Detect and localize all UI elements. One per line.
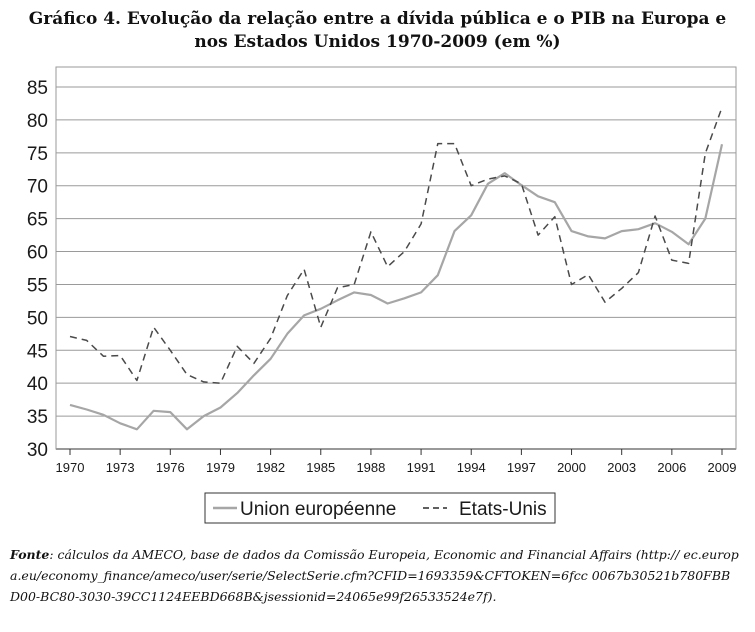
- x-tick-label: 1970: [56, 460, 85, 475]
- grid-lines: [56, 86, 736, 450]
- y-tick-label: 75: [27, 144, 48, 165]
- x-tick-label: 1988: [356, 460, 385, 475]
- x-tick-label: 1976: [156, 460, 185, 475]
- source-note: Fonte: cálculos da AMECO, base de dados …: [10, 544, 740, 607]
- line-chart: 30 35 40 45 50 55 60 65 70 75 80 85 1970 1973 1976 1979…: [27, 66, 737, 524]
- y-tick-label: 30: [27, 440, 48, 461]
- x-tick-label: 1997: [507, 460, 536, 475]
- y-tick-label: 45: [27, 341, 48, 362]
- x-tick-label: 2003: [607, 460, 636, 475]
- y-tick-label: 70: [27, 177, 48, 198]
- y-tick-label: 55: [27, 275, 48, 296]
- x-tick-label: 1985: [306, 460, 335, 475]
- series-lines: [69, 107, 724, 431]
- series-line-union-europeenne: [69, 144, 724, 431]
- chart-title-line-2: nos Estados Unidos 1970-2009 (em %): [194, 32, 561, 52]
- x-tick-label: 1982: [256, 460, 285, 475]
- x-tick-label: 1991: [407, 460, 436, 475]
- source-text: : cálculos da AMECO, base de dados da Co…: [10, 547, 739, 604]
- y-tick-label: 60: [27, 243, 48, 264]
- y-tick-label: 85: [27, 78, 48, 99]
- x-tick-label: 2009: [708, 460, 737, 475]
- x-tick-label: 1979: [206, 460, 235, 475]
- series-line-etats-unis: [69, 107, 723, 384]
- x-tick-label: 1973: [106, 460, 135, 475]
- source-label: Fonte: [10, 547, 50, 562]
- chart-title-line-1: Gráfico 4. Evolução da relação entre a d…: [28, 9, 727, 29]
- plot-frame: [55, 66, 737, 450]
- y-tick-label: 35: [27, 407, 48, 428]
- legend-label: Union européenne: [240, 499, 396, 520]
- legend: Union européenne Etats-Unis: [204, 492, 556, 524]
- chart-title: Gráfico 4. Evolução da relação entre a d…: [0, 8, 755, 54]
- x-tick-label: 2006: [657, 460, 686, 475]
- x-tick-label: 1994: [457, 460, 486, 475]
- x-tick-label: 2000: [557, 460, 586, 475]
- y-tick-label: 80: [27, 111, 48, 132]
- legend-label: Etats-Unis: [459, 499, 547, 520]
- y-tick-label: 50: [27, 308, 48, 329]
- legend-box: [204, 492, 556, 524]
- y-tick-label: 65: [27, 210, 48, 231]
- axes: 30 35 40 45 50 55 60 65 70 75 80 85 1970 1973 1976 1979…: [27, 66, 737, 475]
- y-tick-label: 40: [27, 374, 48, 395]
